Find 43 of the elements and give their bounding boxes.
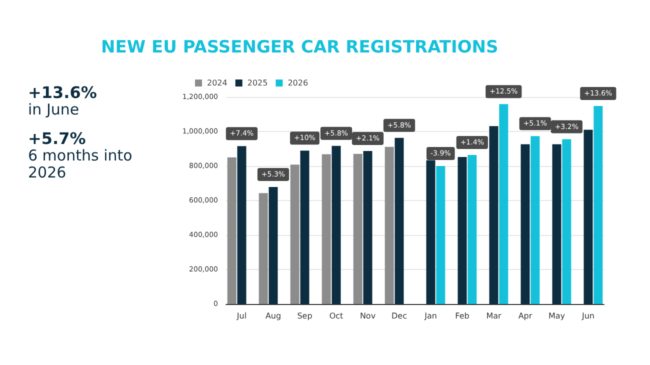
x-tick-label: Oct [329, 312, 344, 320]
bar [394, 138, 404, 304]
x-tick-label: Dec [392, 312, 407, 320]
bar [594, 106, 603, 304]
x-tick-label: May [548, 312, 566, 320]
x-tick-label: Nov [360, 312, 376, 320]
x-tick-label: Sep [297, 312, 312, 320]
text: +13.6% [28, 83, 97, 102]
bar [237, 146, 246, 304]
bar [384, 146, 394, 304]
chart-title: NEW EU PASSENGER CAR REGISTRATIONS [101, 38, 498, 58]
bar [468, 154, 477, 304]
bar [300, 150, 310, 304]
legend-label: 2025 [247, 78, 268, 88]
legend-label: 2024 [207, 78, 228, 88]
bar [552, 144, 562, 304]
bar [489, 126, 498, 304]
bar [227, 157, 236, 304]
bar [353, 154, 362, 304]
bar [268, 187, 278, 304]
bar [520, 144, 530, 304]
x-tick-label: Apr [518, 312, 533, 320]
bar [530, 136, 540, 304]
x-tick-label: Feb [455, 312, 470, 320]
x-tick-label: Jun [581, 312, 594, 320]
bar [290, 164, 300, 304]
bar [584, 130, 593, 304]
x-tick-label: Jan [424, 312, 437, 320]
bar [499, 104, 508, 304]
x-tick-label: Mar [486, 312, 502, 320]
legend-label: 2026 [288, 78, 308, 88]
bar [332, 146, 341, 304]
x-tick-label: Jul [236, 312, 247, 320]
bar [363, 150, 372, 304]
text: +5.7% [28, 129, 86, 148]
bar [458, 157, 467, 304]
bar [562, 139, 572, 304]
bar [322, 154, 331, 304]
bar [436, 166, 446, 304]
x-tick-label: Aug [265, 312, 282, 320]
text: 6 months into 2026 [28, 146, 138, 182]
bar [258, 193, 268, 304]
text: in June [28, 100, 80, 118]
